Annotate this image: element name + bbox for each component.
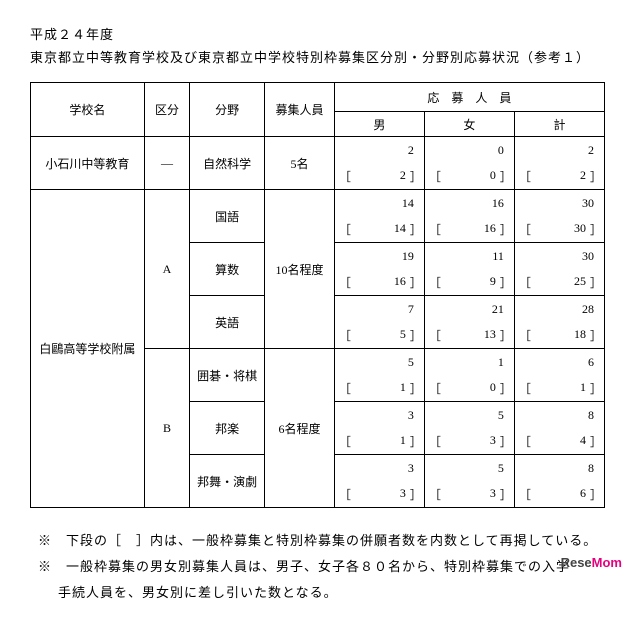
cell-bfemale: ［9］ xyxy=(424,269,514,296)
cell-bfemale: ［3］ xyxy=(424,481,514,508)
cell-bunya: 囲碁・将棋 xyxy=(190,349,265,402)
logo: ReseMom xyxy=(561,555,622,570)
cell-total: 8 xyxy=(514,455,604,482)
note-1: ※ 下段の［ ］内は、一般枠募集と特別枠募集の併願者数を内数として再掲している。 xyxy=(38,528,610,554)
cell-male: 3 xyxy=(334,455,424,482)
cell-kubun: B xyxy=(144,349,189,508)
cell-female: 0 xyxy=(424,137,514,164)
notes: ※ 下段の［ ］内は、一般枠募集と特別枠募集の併願者数を内数として再掲している。… xyxy=(30,528,610,606)
cell-total: 28 xyxy=(514,296,604,323)
cell-kubun: ― xyxy=(144,137,189,190)
cell-bmale: ［16］ xyxy=(334,269,424,296)
cell-btotal: ［25］ xyxy=(514,269,604,296)
col-boshu: 募集人員 xyxy=(265,83,335,137)
cell-total: 30 xyxy=(514,243,604,270)
cell-bfemale: ［0］ xyxy=(424,375,514,402)
cell-bmale: ［1］ xyxy=(334,428,424,455)
cell-bmale: ［3］ xyxy=(334,481,424,508)
col-total: 計 xyxy=(514,112,604,137)
cell-bmale: ［2］ xyxy=(334,163,424,190)
cell-kubun: A xyxy=(144,190,189,349)
cell-male: 2 xyxy=(334,137,424,164)
cell-female: 21 xyxy=(424,296,514,323)
cell-male: 14 xyxy=(334,190,424,217)
cell-male: 3 xyxy=(334,402,424,429)
cell-bunya: 邦舞・演劇 xyxy=(190,455,265,508)
cell-boshu: 6名程度 xyxy=(265,349,335,508)
cell-male: 19 xyxy=(334,243,424,270)
cell-bunya: 邦楽 xyxy=(190,402,265,455)
cell-btotal: ［6］ xyxy=(514,481,604,508)
table-row: 小石川中等教育―自然科学5名202 xyxy=(31,137,605,164)
note-2: ※ 一般枠募集の男女別募集人員は、男子、女子各８０名から、特別枠募集での入学 xyxy=(38,554,610,580)
cell-male: 7 xyxy=(334,296,424,323)
cell-school: 小石川中等教育 xyxy=(31,137,145,190)
cell-bunya: 自然科学 xyxy=(190,137,265,190)
col-female: 女 xyxy=(424,112,514,137)
cell-bfemale: ［3］ xyxy=(424,428,514,455)
cell-bunya: 算数 xyxy=(190,243,265,296)
col-oubo: 応 募 人 員 xyxy=(334,83,604,112)
cell-total: 30 xyxy=(514,190,604,217)
cell-bmale: ［1］ xyxy=(334,375,424,402)
cell-female: 16 xyxy=(424,190,514,217)
cell-female: 1 xyxy=(424,349,514,376)
cell-bunya: 英語 xyxy=(190,296,265,349)
cell-total: 8 xyxy=(514,402,604,429)
cell-boshu: 10名程度 xyxy=(265,190,335,349)
cell-bunya: 国語 xyxy=(190,190,265,243)
cell-bfemale: ［16］ xyxy=(424,216,514,243)
col-male: 男 xyxy=(334,112,424,137)
logo-mom: Mom xyxy=(592,555,622,570)
cell-total: 2 xyxy=(514,137,604,164)
table-row: 白鷗高等学校附属A国語10名程度141630 xyxy=(31,190,605,217)
header-title: 東京都立中等教育学校及び東京都立中学校特別枠募集区分別・分野別応募状況（参考１） xyxy=(30,47,610,66)
cell-total: 6 xyxy=(514,349,604,376)
cell-boshu: 5名 xyxy=(265,137,335,190)
application-table: 学校名 区分 分野 募集人員 応 募 人 員 男 女 計 小石川中等教育―自然科… xyxy=(30,82,605,508)
cell-btotal: ［1］ xyxy=(514,375,604,402)
cell-female: 5 xyxy=(424,455,514,482)
cell-btotal: ［4］ xyxy=(514,428,604,455)
cell-female: 11 xyxy=(424,243,514,270)
cell-female: 5 xyxy=(424,402,514,429)
logo-rese: Rese xyxy=(561,555,592,570)
cell-male: 5 xyxy=(334,349,424,376)
cell-btotal: ［2］ xyxy=(514,163,604,190)
col-bunya: 分野 xyxy=(190,83,265,137)
col-kubun: 区分 xyxy=(144,83,189,137)
cell-bmale: ［5］ xyxy=(334,322,424,349)
col-school: 学校名 xyxy=(31,83,145,137)
cell-btotal: ［30］ xyxy=(514,216,604,243)
cell-school: 白鷗高等学校附属 xyxy=(31,190,145,508)
header-year: 平成２４年度 xyxy=(30,24,610,43)
cell-bmale: ［14］ xyxy=(334,216,424,243)
cell-bfemale: ［13］ xyxy=(424,322,514,349)
cell-bfemale: ［0］ xyxy=(424,163,514,190)
cell-btotal: ［18］ xyxy=(514,322,604,349)
